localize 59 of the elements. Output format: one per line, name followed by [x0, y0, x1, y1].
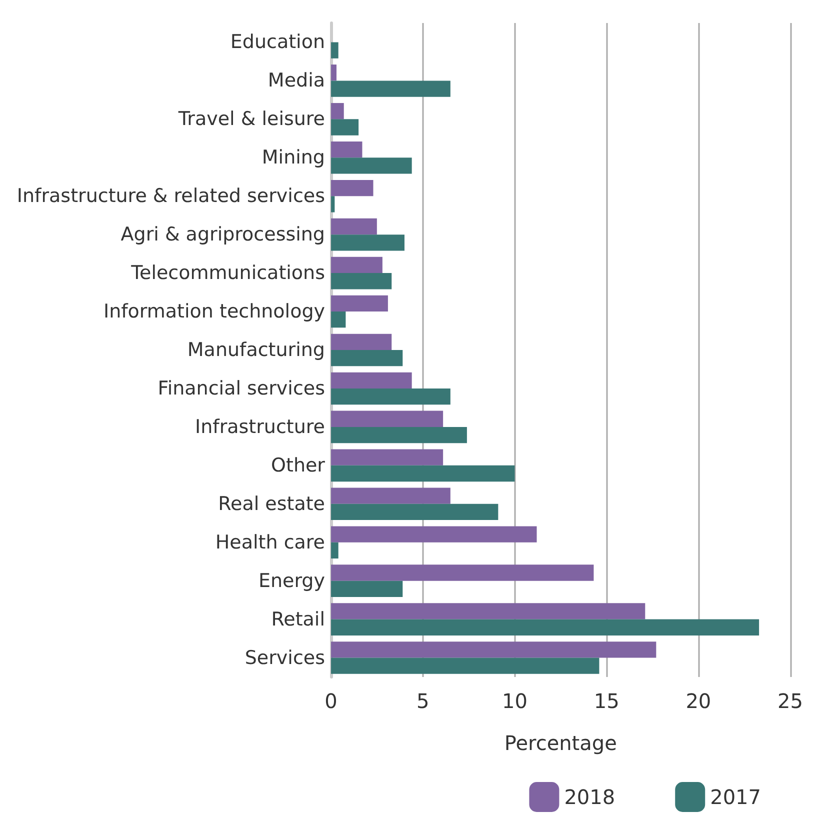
- y-tick-label: Real estate: [218, 492, 325, 515]
- y-tick-label: Other: [271, 454, 326, 476]
- bar: [331, 658, 600, 674]
- bar: [331, 218, 377, 235]
- bar: [331, 119, 359, 136]
- bar: [331, 372, 412, 388]
- bar: [331, 388, 450, 405]
- bar: [331, 526, 537, 542]
- bar: [331, 642, 656, 658]
- bar: [331, 180, 374, 196]
- bar: [331, 603, 646, 620]
- bar: [331, 64, 337, 81]
- x-tick-label: 20: [686, 689, 712, 713]
- bar: [331, 504, 498, 520]
- bar: [331, 334, 392, 350]
- bar: [331, 312, 346, 328]
- y-tick-label: Retail: [271, 608, 325, 630]
- y-tick-label: Media: [268, 70, 325, 92]
- bar: [331, 295, 388, 312]
- bar: [331, 619, 760, 636]
- y-tick-label: Services: [244, 646, 325, 669]
- bar: [331, 42, 338, 58]
- y-tick-label: Infrastructure & related services: [16, 185, 325, 208]
- bar: [331, 158, 412, 174]
- x-axis-title: Percentage: [504, 731, 617, 755]
- bar: [331, 234, 404, 251]
- y-tick-label: Infrastructure: [194, 416, 325, 438]
- x-tick-label: 15: [594, 689, 620, 713]
- bar: [331, 196, 335, 212]
- y-tick-label: Travel & leisure: [177, 108, 325, 130]
- bar: [331, 580, 403, 597]
- legend-label: 2017: [710, 785, 762, 809]
- bar: [331, 350, 403, 366]
- x-tick-label: 5: [416, 689, 430, 713]
- bar: [331, 564, 594, 581]
- bar: [331, 488, 450, 504]
- x-tick-label: 0: [324, 689, 338, 713]
- y-tick-label: Information technology: [103, 300, 325, 323]
- bar: [331, 542, 338, 559]
- y-tick-label: Energy: [258, 570, 325, 592]
- y-tick-label: Health care: [215, 531, 325, 554]
- y-tick-label: Telecommunications: [130, 262, 325, 284]
- bar: [331, 256, 382, 274]
- bar: [331, 273, 392, 290]
- y-tick-label: Financial services: [158, 377, 325, 400]
- x-tick-label: 25: [778, 689, 803, 713]
- bar: [331, 449, 444, 466]
- y-tick-label: Mining: [262, 146, 325, 169]
- bar: [331, 426, 467, 444]
- y-tick-label: Education: [230, 31, 325, 54]
- bar: [331, 103, 344, 120]
- x-tick-label: 10: [502, 689, 528, 713]
- bar: [331, 80, 450, 97]
- bar: [331, 141, 362, 158]
- y-tick-label: Manufacturing: [187, 339, 325, 361]
- bar: [331, 410, 444, 427]
- y-tick-label: Agri & agriprocessing: [120, 224, 325, 246]
- bar: [331, 465, 515, 482]
- legend-label: 2018: [564, 785, 616, 809]
